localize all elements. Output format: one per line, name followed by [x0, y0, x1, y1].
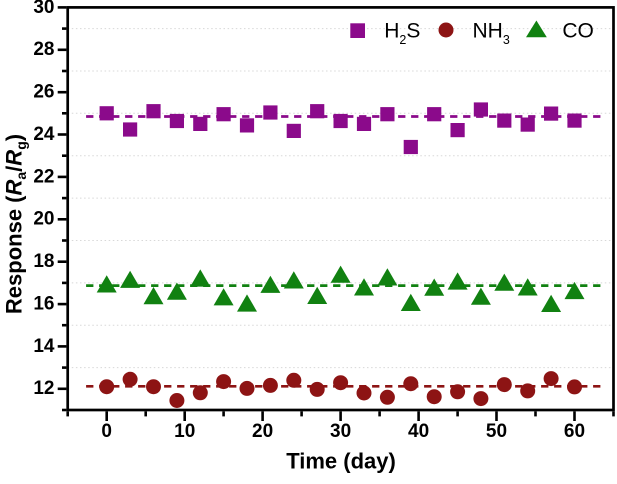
- svg-text:20: 20: [252, 421, 273, 442]
- svg-text:30: 30: [330, 421, 351, 442]
- svg-text:CO: CO: [562, 20, 594, 43]
- svg-text:30: 30: [33, 0, 54, 18]
- svg-text:28: 28: [33, 39, 54, 60]
- svg-text:60: 60: [564, 421, 585, 442]
- svg-text:18: 18: [33, 251, 54, 272]
- svg-text:12: 12: [33, 378, 54, 399]
- svg-text:50: 50: [486, 421, 507, 442]
- svg-text:26: 26: [33, 82, 54, 103]
- svg-text:10: 10: [174, 421, 195, 442]
- svg-text:40: 40: [408, 421, 429, 442]
- svg-text:14: 14: [33, 336, 55, 357]
- svg-text:Response (Ra/Rg): Response (Ra/Rg): [1, 134, 29, 314]
- svg-text:Time (day): Time (day): [286, 448, 396, 473]
- svg-text:24: 24: [33, 124, 55, 145]
- svg-text:20: 20: [33, 209, 54, 230]
- svg-text:22: 22: [33, 166, 54, 187]
- svg-text:16: 16: [33, 294, 54, 315]
- svg-text:0: 0: [101, 421, 112, 442]
- svg-text:H2S: H2S: [384, 20, 420, 47]
